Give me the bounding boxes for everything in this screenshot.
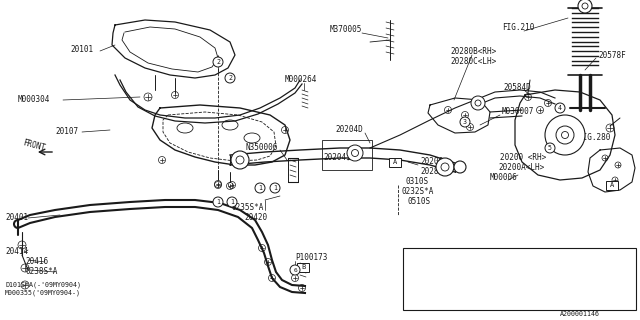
Circle shape	[460, 117, 470, 127]
Text: 20416: 20416	[25, 258, 48, 267]
Circle shape	[213, 197, 223, 207]
Text: FIG.210: FIG.210	[502, 23, 534, 33]
Circle shape	[524, 267, 532, 276]
Text: A: A	[393, 159, 397, 165]
Circle shape	[454, 161, 466, 173]
Circle shape	[471, 96, 485, 110]
Text: 4: 4	[408, 253, 412, 258]
Text: M000304: M000304	[18, 95, 51, 105]
Text: 2: 2	[408, 284, 412, 289]
Circle shape	[524, 298, 532, 307]
Text: D101S*A(-'09MY0904): D101S*A(-'09MY0904)	[5, 282, 81, 288]
Text: 20578F: 20578F	[598, 51, 626, 60]
Text: 4: 4	[558, 105, 562, 111]
Text: FIG.280: FIG.280	[578, 133, 611, 142]
Circle shape	[545, 143, 555, 153]
Circle shape	[231, 151, 249, 169]
Text: A: A	[610, 182, 614, 188]
Circle shape	[406, 251, 415, 260]
Circle shape	[225, 73, 235, 83]
Text: M000264: M000264	[285, 76, 317, 84]
Text: 20280C<LH>: 20280C<LH>	[450, 58, 496, 67]
Text: 20200 <RH>: 20200 <RH>	[500, 154, 547, 163]
Text: 20200A<LH>: 20200A<LH>	[498, 164, 544, 172]
Text: N330007<'08MY0802-  >: N330007<'08MY0802- >	[523, 284, 607, 290]
Text: M030007: M030007	[502, 108, 534, 116]
Text: 20414: 20414	[5, 247, 28, 257]
Text: 0235S  <'08MY0707-  >: 0235S <'08MY0707- >	[523, 253, 607, 259]
Bar	[403, 248, 636, 310]
Text: 20206: 20206	[420, 157, 443, 166]
Text: N350023: N350023	[417, 268, 447, 274]
Text: 1: 1	[408, 300, 412, 305]
Bar	[389, 157, 401, 166]
Text: 20107: 20107	[55, 127, 78, 137]
Text: 0235S*A: 0235S*A	[232, 204, 264, 212]
Text: 0232S*A: 0232S*A	[402, 188, 435, 196]
Circle shape	[255, 183, 265, 193]
Circle shape	[347, 145, 363, 161]
Text: 5: 5	[548, 145, 552, 151]
Circle shape	[213, 57, 223, 67]
Text: 3: 3	[408, 269, 412, 274]
Text: A200001146: A200001146	[560, 311, 600, 317]
Text: 20285: 20285	[420, 167, 443, 177]
Circle shape	[555, 103, 565, 113]
Text: 0238S*B: 0238S*B	[417, 284, 447, 290]
Circle shape	[406, 267, 415, 276]
Circle shape	[578, 0, 592, 13]
Text: 1: 1	[273, 185, 277, 191]
Text: FRONT: FRONT	[22, 139, 47, 153]
Text: B: B	[301, 264, 305, 270]
Circle shape	[227, 197, 237, 207]
Text: 20204I: 20204I	[323, 154, 351, 163]
Bar	[322, 140, 372, 170]
Text: 5: 5	[526, 300, 530, 305]
Text: 20101: 20101	[70, 45, 93, 54]
Text: 2: 2	[228, 75, 232, 81]
Text: 3: 3	[463, 119, 467, 125]
Text: 20204D: 20204D	[335, 125, 363, 134]
Text: 20420: 20420	[244, 213, 267, 222]
Circle shape	[270, 183, 280, 193]
Text: 0310S: 0310S	[405, 178, 428, 187]
Text: 1: 1	[258, 185, 262, 191]
Text: M00006: M00006	[490, 173, 518, 182]
Text: 0238S*A: 0238S*A	[25, 268, 58, 276]
Text: M370005: M370005	[330, 26, 362, 35]
Bar	[606, 180, 618, 189]
Text: 0101S*B: 0101S*B	[417, 299, 447, 305]
Text: 20401: 20401	[5, 213, 28, 222]
Circle shape	[406, 282, 415, 291]
Text: 6: 6	[526, 269, 530, 274]
Text: 2: 2	[216, 59, 220, 65]
Circle shape	[436, 158, 454, 176]
Text: P100173: P100173	[295, 253, 328, 262]
Circle shape	[290, 265, 300, 275]
Bar	[297, 262, 309, 271]
Text: 0235S*A< -'08MY0707>: 0235S*A< -'08MY0707>	[535, 268, 615, 274]
Text: 1: 1	[216, 199, 220, 205]
Text: 0510S: 0510S	[407, 197, 430, 206]
Text: 20280B<RH>: 20280B<RH>	[450, 47, 496, 57]
Text: 1: 1	[230, 199, 234, 205]
Circle shape	[406, 298, 415, 307]
Text: M000355('09MY0904-): M000355('09MY0904-)	[5, 290, 81, 296]
Text: N350006: N350006	[245, 143, 277, 153]
Text: 20584D: 20584D	[503, 84, 531, 92]
Text: 20568 <  -'08MY0802>: 20568 < -'08MY0802>	[535, 299, 615, 305]
Text: 6: 6	[293, 268, 297, 273]
Circle shape	[545, 115, 585, 155]
Text: 20578G: 20578G	[417, 253, 442, 259]
